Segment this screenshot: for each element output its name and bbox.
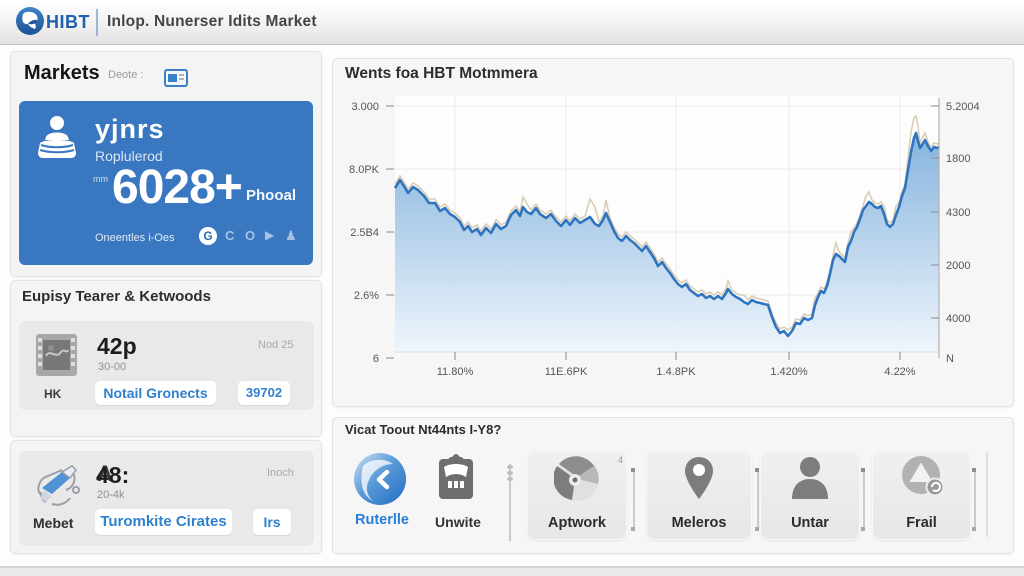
svg-text:4.22%: 4.22% — [884, 366, 915, 378]
svg-text:1800: 1800 — [946, 153, 970, 165]
svg-text:4000: 4000 — [946, 313, 970, 325]
svg-text:11.80%: 11.80% — [437, 366, 474, 378]
svg-text:1.4.8PK: 1.4.8PK — [656, 366, 696, 378]
svg-text:4300: 4300 — [946, 207, 970, 219]
svg-text:2000: 2000 — [946, 260, 970, 272]
svg-text:1.420%: 1.420% — [770, 366, 808, 378]
svg-text:11E.6PK: 11E.6PK — [545, 366, 588, 378]
svg-text:3.000: 3.000 — [351, 101, 379, 113]
svg-text:8.0PK: 8.0PK — [349, 164, 380, 176]
svg-text:5.2004: 5.2004 — [946, 101, 980, 113]
svg-text:N: N — [946, 353, 954, 365]
svg-text:2.6%: 2.6% — [354, 290, 379, 302]
svg-text:6: 6 — [373, 353, 379, 365]
svg-text:2.5B4: 2.5B4 — [350, 227, 379, 239]
